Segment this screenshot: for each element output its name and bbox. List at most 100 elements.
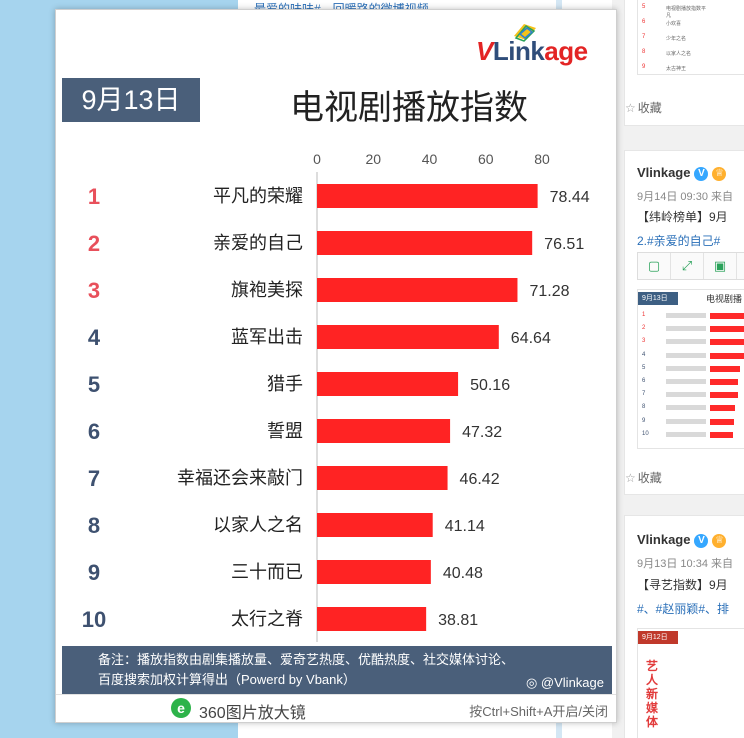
thumb-title: 电视剧播 xyxy=(706,294,743,304)
category-label: 以家人之名 xyxy=(213,515,303,535)
thumb-bar xyxy=(710,392,738,399)
category-label: 三十而已 xyxy=(231,562,303,582)
thumb-bar-row: 6 xyxy=(638,378,744,388)
thumb-bar-row: 1 xyxy=(638,312,744,322)
weibo-icon: ◎ xyxy=(525,675,538,690)
thumb-rank: 6 xyxy=(642,378,646,384)
bar xyxy=(317,466,448,490)
bar xyxy=(317,184,538,208)
x-tick-label: 60 xyxy=(478,151,494,167)
rank-label: 3 xyxy=(88,278,100,303)
favorite-button[interactable]: ☆ 收藏 xyxy=(625,99,662,116)
category-label: 誓盟 xyxy=(267,421,303,441)
bar xyxy=(317,231,533,255)
value-label: 71.28 xyxy=(529,283,569,300)
thumb-bar xyxy=(710,365,740,372)
rank-label: 10 xyxy=(82,607,106,632)
image-toolbar: ▢ ⤢ ▣ xyxy=(637,252,744,280)
thumb-bar xyxy=(710,418,734,425)
x-tick-label: 40 xyxy=(422,151,438,167)
star-icon: ☆ xyxy=(625,471,636,485)
hashtag-link[interactable]: 2.#亲爱的自己# xyxy=(637,234,721,248)
thumb-label-placeholder xyxy=(666,392,706,398)
vip-icon: ♕ xyxy=(712,167,727,181)
thumb-bar-row: 4 xyxy=(638,352,744,362)
thumb-row-label: 少年之名 xyxy=(666,36,687,42)
save-image-icon[interactable]: ▢ xyxy=(638,253,671,279)
star-icon: ☆ xyxy=(625,101,636,115)
thumb-bar xyxy=(710,405,735,412)
category-label: 亲爱的自己 xyxy=(213,233,303,253)
rank-label: 9 xyxy=(88,560,100,585)
post-image-thumbnail[interactable]: 5 电视剧播放指数平凡 6 小欢喜 7 少年之名 8 以家人之名 9 太古神王 xyxy=(637,0,744,75)
verified-icon: V xyxy=(694,534,709,548)
bar-chart: 0 20 40 60 80 1 平凡的荣耀 78.44 2 亲爱的自己 76.51 3 旗袍美探 71.2… xyxy=(82,151,590,642)
thumb-bar xyxy=(710,379,738,385)
category-label: 猎手 xyxy=(267,374,303,394)
thumb-label-placeholder xyxy=(666,431,706,437)
post-date[interactable]: 9月14日 09:30 来自 xyxy=(637,191,733,203)
value-label: 47.32 xyxy=(462,424,502,441)
brand-logo: VLinkage xyxy=(476,36,588,66)
category-label: 旗袍美探 xyxy=(231,280,303,300)
bar xyxy=(317,513,433,537)
value-label: 40.48 xyxy=(443,565,483,582)
thumb-label-placeholder xyxy=(666,418,706,424)
thumb-bar xyxy=(710,326,744,333)
thumb-bar-row: 5 xyxy=(638,365,744,375)
thumb-date: 9月13日 xyxy=(638,292,678,305)
rank-label: 4 xyxy=(88,325,101,350)
post-text: 【寻艺指数】9月 xyxy=(637,578,728,592)
favorite-button[interactable]: ☆ 收藏 xyxy=(625,469,662,486)
infographic-image: VLinkage 9月13日 电视剧播放指数 0 20 40 60 80 1 平凡的荣耀 78… xyxy=(62,14,612,694)
bar xyxy=(317,419,451,443)
thumb-rank: 8 xyxy=(642,404,646,411)
bar xyxy=(317,325,499,349)
rank-label: 8 xyxy=(88,513,100,538)
expand-icon[interactable]: ⤢ xyxy=(671,253,704,279)
verified-icon: V xyxy=(694,167,709,181)
floppy-icon[interactable]: ▣ xyxy=(704,253,737,279)
post-image-thumbnail[interactable]: 9月12日 艺人新媒体 xyxy=(637,628,744,738)
thumb-bar xyxy=(710,431,733,438)
value-label: 64.64 xyxy=(511,330,551,347)
thumb-label-placeholder xyxy=(666,405,706,411)
post-image-thumbnail[interactable]: 9月13日 电视剧播 1 2 3 4 5 6 7 8 9 10 xyxy=(637,289,744,449)
thumb-row-label: 电视剧播放指数平凡 xyxy=(666,6,707,19)
thumb-rank: 7 xyxy=(642,391,646,398)
thumb-label-placeholder xyxy=(666,352,706,358)
thumb-row: 5 电视剧播放指数平凡 xyxy=(642,4,707,19)
thumb-bar xyxy=(710,313,744,319)
post-author[interactable]: Vlinkage V ♕ xyxy=(637,165,727,181)
thumb-row: 7 少年之名 xyxy=(638,34,744,44)
thumb-label-placeholder xyxy=(666,326,706,332)
rank-label: 6 xyxy=(88,419,100,444)
weibo-handle: ◎ @Vlinkage xyxy=(525,675,604,690)
thumb-bar-row: 8 xyxy=(638,404,744,414)
feed-card: Vlinkage V ♕ 9月14日 09:30 来自 【纬岭榜单】9月 2.#亲爱… xyxy=(624,150,744,495)
thumb-row-label: 太古神王 xyxy=(666,66,687,72)
footnote-line-1: 备注：播放指数由剧集播放量、爱奇艺热度、优酷热度、社交媒体讨论、 xyxy=(98,652,515,667)
chart-date: 9月13日 xyxy=(62,78,200,122)
favorite-label: 收藏 xyxy=(637,101,662,115)
post-text: 【纬岭榜单】9月 xyxy=(637,210,728,224)
thumb-rank: 3 xyxy=(642,338,646,345)
x-tick-label: 0 xyxy=(313,151,321,167)
bar xyxy=(317,372,459,396)
value-label: 38.81 xyxy=(438,612,478,629)
post-author[interactable]: Vlinkage V ♕ xyxy=(637,532,727,548)
post-date[interactable]: 9月13日 10:34 来自 xyxy=(637,558,733,570)
thumb-rank: 2 xyxy=(642,325,646,332)
footnote: 备注：播放指数由剧集播放量、爱奇艺热度、优酷热度、社交媒体讨论、 百度搜索加权计… xyxy=(62,646,612,694)
app-name: 360图片放大镜 xyxy=(199,705,306,722)
chart-title: 电视剧播放指数 xyxy=(290,89,528,127)
thumb-bar-row: 10 xyxy=(638,431,744,441)
hashtag-link[interactable]: #、#赵丽颖#、排 xyxy=(637,602,730,616)
thumb-label-placeholder xyxy=(666,365,706,371)
magnifier-status-bar: e 360图片放大镜 按Ctrl+Shift+A开启/关闭 xyxy=(56,694,616,722)
footnote-line-2: 百度搜索加权计算得出（Powerd by Vbank） xyxy=(98,672,356,687)
category-label: 平凡的荣耀 xyxy=(213,186,303,206)
value-label: 76.51 xyxy=(544,236,584,253)
weibo-feed: 5 电视剧播放指数平凡 6 小欢喜 7 少年之名 8 以家人之名 9 太古神王 ☆ 收藏 V… xyxy=(612,0,744,738)
thumb-row-label: 以家人之名 xyxy=(666,51,692,57)
